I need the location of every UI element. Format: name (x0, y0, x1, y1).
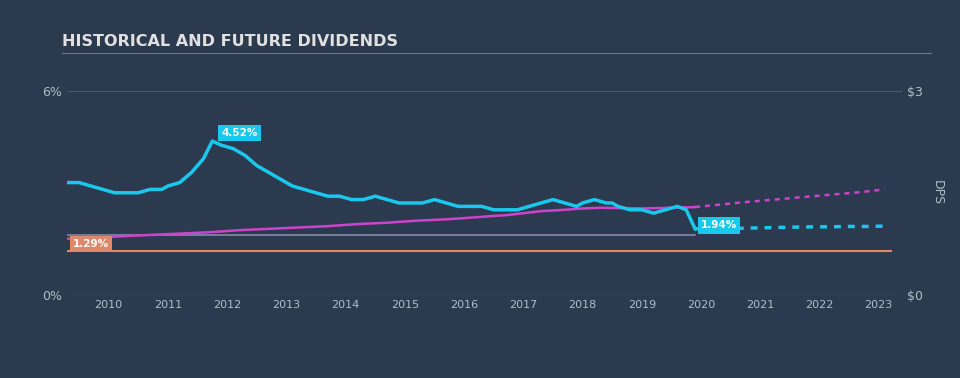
Text: 1.94%: 1.94% (701, 220, 737, 231)
Text: 1.29%: 1.29% (73, 239, 109, 249)
Y-axis label: DPS: DPS (930, 180, 944, 205)
Text: HISTORICAL AND FUTURE DIVIDENDS: HISTORICAL AND FUTURE DIVIDENDS (62, 34, 398, 49)
Text: 4.52%: 4.52% (221, 128, 257, 138)
